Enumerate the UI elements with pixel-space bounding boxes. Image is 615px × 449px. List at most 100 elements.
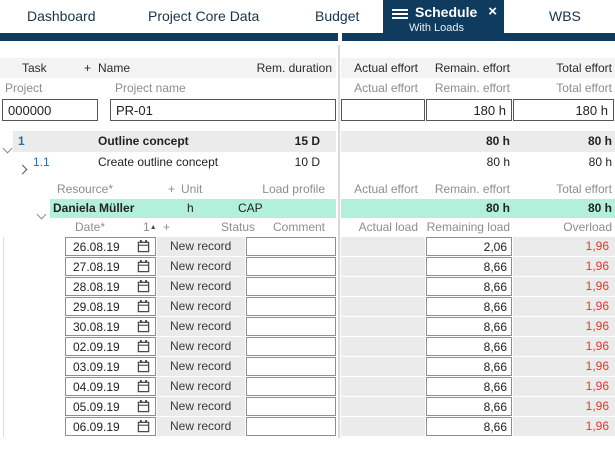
actual-load-cell xyxy=(341,277,425,296)
expand-icon[interactable] xyxy=(17,159,28,180)
remaining-load-input[interactable]: 2,06 xyxy=(426,237,512,256)
task-number: 1.1 xyxy=(33,155,50,169)
project-total-effort-input[interactable]: 180 h xyxy=(513,99,614,121)
date-input[interactable]: 04.09.19 xyxy=(65,377,156,396)
status-cell: New record xyxy=(157,417,245,436)
col-actual-load: Actual load xyxy=(358,220,418,234)
load-row: 03.09.19 New record 8,66 1,96 xyxy=(0,357,615,377)
tab-project-core-data[interactable]: Project Core Data xyxy=(148,8,260,24)
task-row-1-bg-left xyxy=(13,131,336,152)
date-input[interactable]: 28.08.19 xyxy=(65,277,156,296)
date-input[interactable]: 29.08.19 xyxy=(65,297,156,316)
load-row: 04.09.19 New record 8,66 1,96 xyxy=(0,377,615,397)
remaining-load-input[interactable]: 8,66 xyxy=(426,277,512,296)
resource-unit: h xyxy=(187,201,194,215)
overload-cell: 1,96 xyxy=(513,257,615,276)
col-overload: Overload xyxy=(563,220,612,234)
comment-input[interactable] xyxy=(246,337,336,356)
task-header-bg-right xyxy=(341,58,615,78)
date-input[interactable]: 06.09.19 xyxy=(65,417,156,436)
calendar-icon[interactable] xyxy=(137,360,150,378)
date-input[interactable]: 30.08.19 xyxy=(65,317,156,336)
resource-header-row: Resource* + Unit Load profile Actual eff… xyxy=(0,180,615,199)
resource-load-profile: CAP xyxy=(238,201,263,215)
project-id-input[interactable]: 000000 xyxy=(2,99,98,121)
add-task-button[interactable]: + xyxy=(84,61,92,75)
add-load-button[interactable]: + xyxy=(163,220,171,234)
remaining-load-input[interactable]: 8,66 xyxy=(426,417,512,436)
tab-dashboard[interactable]: Dashboard xyxy=(27,8,96,24)
remaining-load-input[interactable]: 8,66 xyxy=(426,377,512,396)
calendar-icon[interactable] xyxy=(137,280,150,298)
date-input[interactable]: 02.09.19 xyxy=(65,337,156,356)
comment-input[interactable] xyxy=(246,357,336,376)
remaining-load-input[interactable]: 8,66 xyxy=(426,357,512,376)
sort-indicator[interactable]: 1▲ xyxy=(143,218,157,237)
close-icon[interactable]: × xyxy=(488,3,497,20)
task-header-row: Task + Name Rem. duration Actual effort … xyxy=(0,58,615,78)
load-row: 26.08.19 New record 2,06 1,96 xyxy=(0,237,615,257)
col-remaining-load: Remaining load xyxy=(426,220,510,234)
col-load-profile: Load profile xyxy=(262,182,325,196)
col-remain-effort-sub: Remain. effort xyxy=(434,81,510,95)
menu-icon[interactable] xyxy=(392,9,408,21)
tab-strip-left xyxy=(0,33,338,41)
comment-input[interactable] xyxy=(246,237,336,256)
col-total-effort-res: Total effort xyxy=(556,182,612,196)
col-date: Date* xyxy=(75,220,106,234)
comment-input[interactable] xyxy=(246,317,336,336)
remaining-load-input[interactable]: 8,66 xyxy=(426,337,512,356)
comment-input[interactable] xyxy=(246,297,336,316)
actual-load-cell xyxy=(341,237,425,256)
remaining-load-input[interactable]: 8,66 xyxy=(426,397,512,416)
actual-load-cell xyxy=(341,317,425,336)
calendar-icon[interactable] xyxy=(137,380,150,398)
project-actual-effort-input[interactable] xyxy=(341,99,425,121)
comment-input[interactable] xyxy=(246,417,336,436)
calendar-icon[interactable] xyxy=(137,340,150,358)
date-input[interactable]: 03.09.19 xyxy=(65,357,156,376)
overload-cell: 1,96 xyxy=(513,357,615,376)
col-rem-duration: Rem. duration xyxy=(256,61,332,75)
tab-budget[interactable]: Budget xyxy=(315,8,360,24)
overload-cell: 1,96 xyxy=(513,237,615,256)
calendar-icon[interactable] xyxy=(137,260,150,278)
calendar-icon[interactable] xyxy=(137,320,150,338)
project-remain-effort-input[interactable]: 180 h xyxy=(426,99,512,121)
date-input[interactable]: 27.08.19 xyxy=(65,257,156,276)
col-task: Task xyxy=(22,61,47,75)
tab-bar: Dashboard Project Core Data Budget WBS xyxy=(0,0,615,33)
actual-load-cell xyxy=(341,417,425,436)
col-comment: Comment xyxy=(273,220,326,234)
remaining-load-input[interactable]: 8,66 xyxy=(426,317,512,336)
date-input[interactable]: 26.08.19 xyxy=(65,237,156,256)
task-row: 1 Outline concept 15 D 80 h 80 h xyxy=(0,131,615,154)
task-remain-effort: 80 h xyxy=(485,134,510,148)
status-cell: New record xyxy=(157,357,245,376)
project-name-input[interactable]: PR-01 xyxy=(110,99,336,121)
actual-load-cell xyxy=(341,397,425,416)
calendar-icon[interactable] xyxy=(137,240,150,258)
calendar-icon[interactable] xyxy=(137,420,150,438)
remaining-load-input[interactable]: 8,66 xyxy=(426,297,512,316)
tab-wbs[interactable]: WBS xyxy=(549,8,581,24)
resource-row[interactable]: Daniela Müller h CAP 80 h 80 h xyxy=(0,199,615,220)
table-left-border xyxy=(3,237,4,437)
load-row: 06.09.19 New record 8,66 1,96 xyxy=(0,417,615,437)
comment-input[interactable] xyxy=(246,397,336,416)
calendar-icon[interactable] xyxy=(137,300,150,318)
comment-input[interactable] xyxy=(246,377,336,396)
tab-strip-right xyxy=(342,33,615,41)
task-row-1-bg-right xyxy=(341,131,615,152)
task-rem-duration: 15 D xyxy=(294,134,320,148)
calendar-icon[interactable] xyxy=(137,400,150,418)
remaining-load-input[interactable]: 8,66 xyxy=(426,257,512,276)
add-resource-button[interactable]: + xyxy=(168,182,176,196)
tab-schedule-label: Schedule xyxy=(415,4,478,20)
comment-input[interactable] xyxy=(246,277,336,296)
date-input[interactable]: 05.09.19 xyxy=(65,397,156,416)
resource-row-bg-right xyxy=(341,199,615,218)
resource-name: Daniela Müller xyxy=(53,201,135,215)
comment-input[interactable] xyxy=(246,257,336,276)
project-subheader-row: Project Project name Actual effort Remai… xyxy=(0,78,615,98)
